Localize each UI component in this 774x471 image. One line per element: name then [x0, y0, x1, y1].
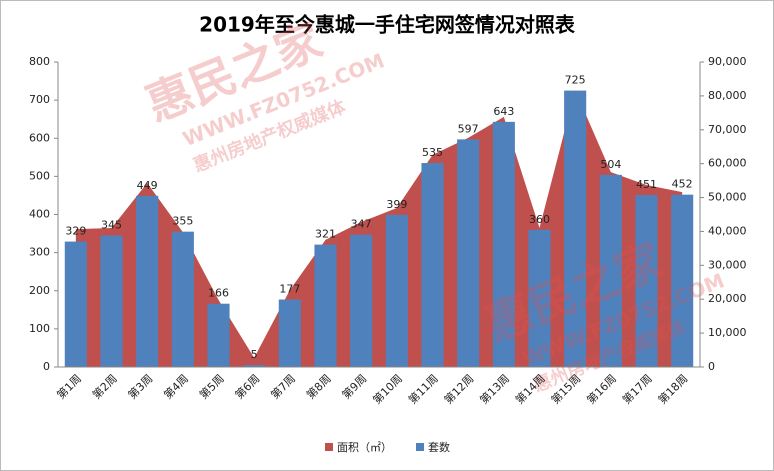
bar — [171, 231, 194, 367]
data-label: 452 — [672, 178, 693, 191]
data-label: 504 — [600, 158, 621, 171]
data-label: 355 — [172, 215, 193, 228]
data-label: 643 — [493, 105, 514, 118]
data-label: 321 — [315, 228, 336, 241]
data-label: 329 — [65, 225, 86, 238]
y-tick-label: 300 — [29, 246, 50, 259]
y2-tick-label: 70,000 — [708, 123, 747, 136]
bar — [314, 244, 337, 367]
legend-label: 套数 — [428, 441, 450, 454]
data-label: 535 — [422, 146, 443, 159]
y2-tick-label: 30,000 — [708, 258, 747, 271]
data-label: 725 — [565, 74, 586, 87]
bar — [243, 365, 266, 367]
legend-swatch — [416, 443, 424, 451]
data-label: 177 — [279, 283, 300, 296]
y2-tick-label: 20,000 — [708, 292, 747, 305]
chart-title: 2019年至今惠城一手住宅网签情况对照表 — [199, 13, 576, 37]
y-tick-label: 500 — [29, 169, 50, 182]
legend-label: 面积（㎡） — [337, 441, 392, 454]
bar — [564, 90, 587, 367]
bar — [457, 139, 480, 367]
y2-tick-label: 50,000 — [708, 191, 747, 204]
bar — [350, 234, 373, 367]
bar — [385, 214, 408, 367]
y2-tick-label: 60,000 — [708, 157, 747, 170]
bar — [64, 241, 87, 367]
y-tick-label: 400 — [29, 208, 50, 221]
data-label: 451 — [636, 178, 657, 191]
data-label: 399 — [386, 198, 407, 211]
data-label: 345 — [101, 218, 122, 231]
bar — [599, 174, 622, 367]
bar — [421, 163, 444, 367]
y-tick-label: 700 — [29, 93, 50, 106]
bar — [136, 195, 159, 367]
y-tick-label: 200 — [29, 284, 50, 297]
data-label: 347 — [351, 218, 372, 231]
data-label: 5 — [251, 348, 258, 361]
y2-tick-label: 10,000 — [708, 326, 747, 339]
y2-tick-label: 40,000 — [708, 224, 747, 237]
y-tick-label: 0 — [43, 360, 50, 373]
data-label: 360 — [529, 213, 550, 226]
bar — [635, 195, 658, 367]
y-tick-label: 100 — [29, 322, 50, 335]
bar — [671, 194, 694, 367]
y-tick-label: 800 — [29, 55, 50, 68]
bar — [492, 121, 515, 367]
data-label: 449 — [137, 179, 158, 192]
legend-swatch — [325, 443, 333, 451]
y2-tick-label: 0 — [708, 360, 715, 373]
bar — [278, 299, 301, 367]
y2-tick-label: 80,000 — [708, 89, 747, 102]
y-tick-label: 600 — [29, 131, 50, 144]
bar — [207, 303, 230, 367]
data-label: 597 — [458, 122, 479, 135]
y2-tick-label: 90,000 — [708, 55, 747, 68]
bar — [100, 235, 123, 367]
bar — [528, 229, 551, 367]
data-label: 166 — [208, 287, 229, 300]
